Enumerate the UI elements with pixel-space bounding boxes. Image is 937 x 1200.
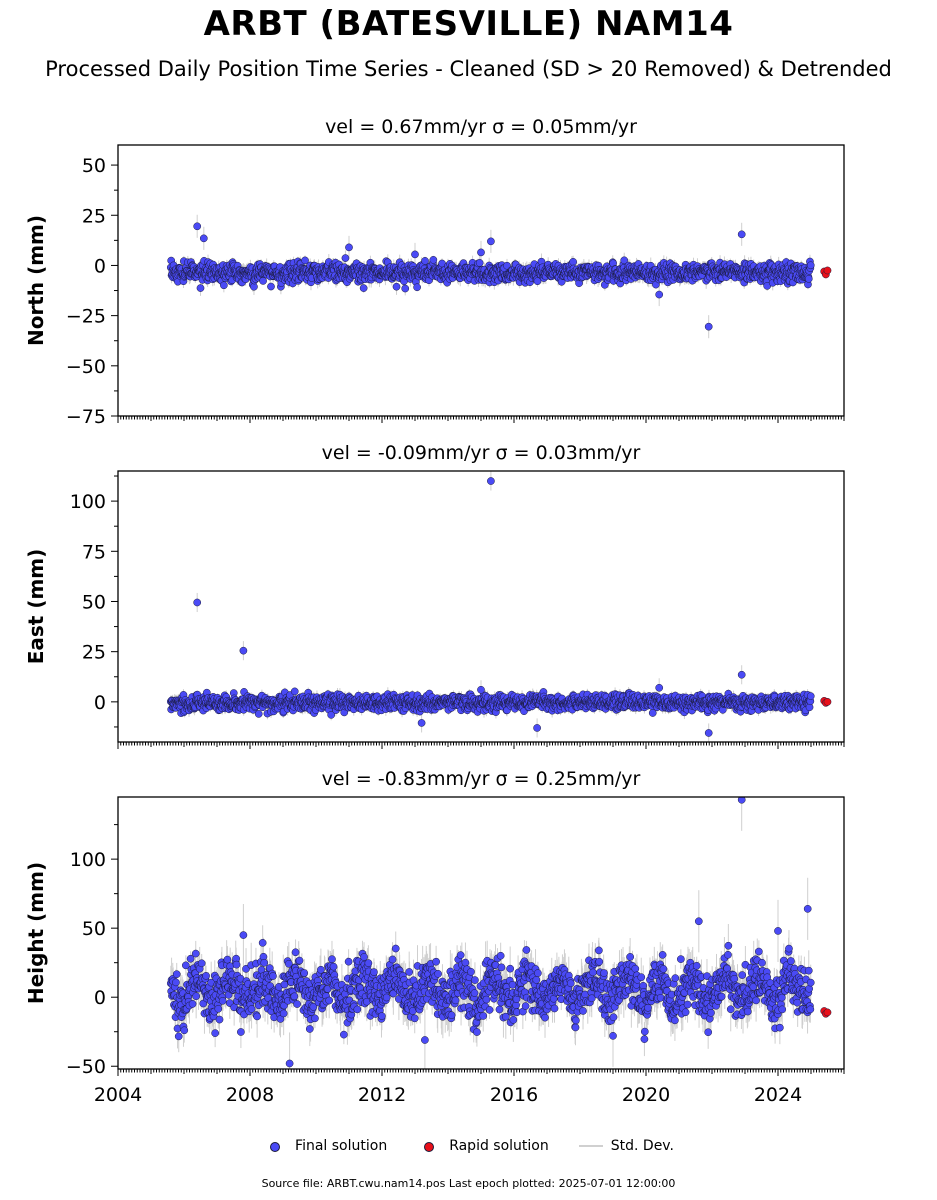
final-point	[421, 257, 429, 265]
final-point	[806, 261, 815, 270]
final-point	[487, 237, 495, 246]
final-point	[196, 284, 205, 292]
final-point	[477, 248, 485, 257]
chart-title: ARBT (BATESVILLE) NAM14	[203, 4, 734, 44]
final-point	[199, 234, 208, 243]
series-final	[166, 471, 815, 742]
final-point	[704, 322, 713, 331]
y-tick-label: 0	[94, 255, 106, 277]
final-point	[301, 256, 309, 265]
panel-title: vel = 0.67mm/yr σ = 0.05mm/yr	[325, 116, 637, 138]
final-point	[655, 290, 664, 299]
y-axis-label: North (mm)	[24, 215, 48, 346]
series-final	[166, 214, 815, 339]
final-point	[193, 222, 202, 231]
final-point	[429, 256, 438, 264]
final-point	[620, 256, 629, 265]
final-point	[341, 254, 350, 262]
final-point	[359, 284, 368, 292]
final-point	[804, 274, 813, 283]
plot-area: −75 −50 −25 0 25 50 vel = 0.67mm/yr σ = 0.05mm…	[24, 116, 845, 1106]
final-point	[392, 282, 401, 291]
final-point	[267, 282, 275, 291]
final-point	[413, 283, 421, 292]
final-point	[475, 259, 484, 267]
y-tick-label: −25	[66, 306, 106, 328]
final-point	[220, 281, 228, 290]
y-tick-label: −50	[66, 356, 106, 378]
y-tick-label: 50	[82, 155, 106, 177]
final-point	[533, 277, 542, 286]
panel-1: −75 −50 −25 0 25 50 vel = 0.67mm/yr σ = 0.05mm…	[24, 116, 845, 428]
y-tick-label: 25	[82, 205, 106, 227]
final-point	[737, 230, 746, 239]
final-point	[259, 277, 267, 285]
chart-subtitle: Processed Daily Position Time Series - C…	[45, 57, 892, 81]
final-point	[401, 284, 410, 293]
final-point	[569, 258, 577, 266]
final-point	[345, 243, 353, 252]
final-point	[411, 250, 419, 259]
rapid-point	[823, 266, 832, 275]
y-tick-label: −75	[66, 406, 106, 428]
